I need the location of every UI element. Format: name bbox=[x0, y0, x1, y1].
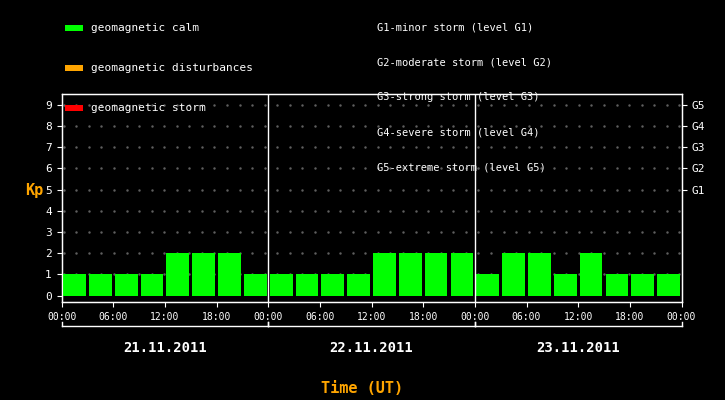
Text: G1-minor storm (level G1): G1-minor storm (level G1) bbox=[377, 22, 534, 32]
Text: G2-moderate storm (level G2): G2-moderate storm (level G2) bbox=[377, 57, 552, 67]
Bar bbox=[218, 253, 241, 296]
Bar bbox=[425, 253, 447, 296]
Bar bbox=[192, 253, 215, 296]
Bar bbox=[373, 253, 396, 296]
Bar bbox=[605, 274, 629, 296]
Bar bbox=[554, 274, 576, 296]
Text: 22.11.2011: 22.11.2011 bbox=[330, 341, 413, 355]
Bar bbox=[89, 274, 112, 296]
Text: geomagnetic disturbances: geomagnetic disturbances bbox=[91, 63, 252, 73]
Bar bbox=[476, 274, 499, 296]
Text: Time (UT): Time (UT) bbox=[321, 381, 404, 396]
Bar bbox=[141, 274, 163, 296]
Text: G3-strong storm (level G3): G3-strong storm (level G3) bbox=[377, 92, 539, 102]
Bar bbox=[399, 253, 422, 296]
Bar bbox=[115, 274, 138, 296]
Text: geomagnetic storm: geomagnetic storm bbox=[91, 103, 205, 113]
Text: 21.11.2011: 21.11.2011 bbox=[123, 341, 207, 355]
Text: G5-extreme storm (level G5): G5-extreme storm (level G5) bbox=[377, 163, 546, 173]
Bar bbox=[502, 253, 525, 296]
Bar bbox=[244, 274, 267, 296]
Bar bbox=[270, 274, 292, 296]
Bar bbox=[451, 253, 473, 296]
Bar bbox=[321, 274, 344, 296]
Bar bbox=[631, 274, 654, 296]
Text: G4-severe storm (level G4): G4-severe storm (level G4) bbox=[377, 128, 539, 138]
Bar bbox=[296, 274, 318, 296]
Text: 23.11.2011: 23.11.2011 bbox=[536, 341, 620, 355]
Bar bbox=[528, 253, 551, 296]
Bar bbox=[580, 253, 602, 296]
Bar bbox=[658, 274, 680, 296]
Bar bbox=[167, 253, 189, 296]
Bar bbox=[63, 274, 86, 296]
Text: geomagnetic calm: geomagnetic calm bbox=[91, 23, 199, 33]
Bar bbox=[347, 274, 370, 296]
Y-axis label: Kp: Kp bbox=[25, 183, 44, 198]
